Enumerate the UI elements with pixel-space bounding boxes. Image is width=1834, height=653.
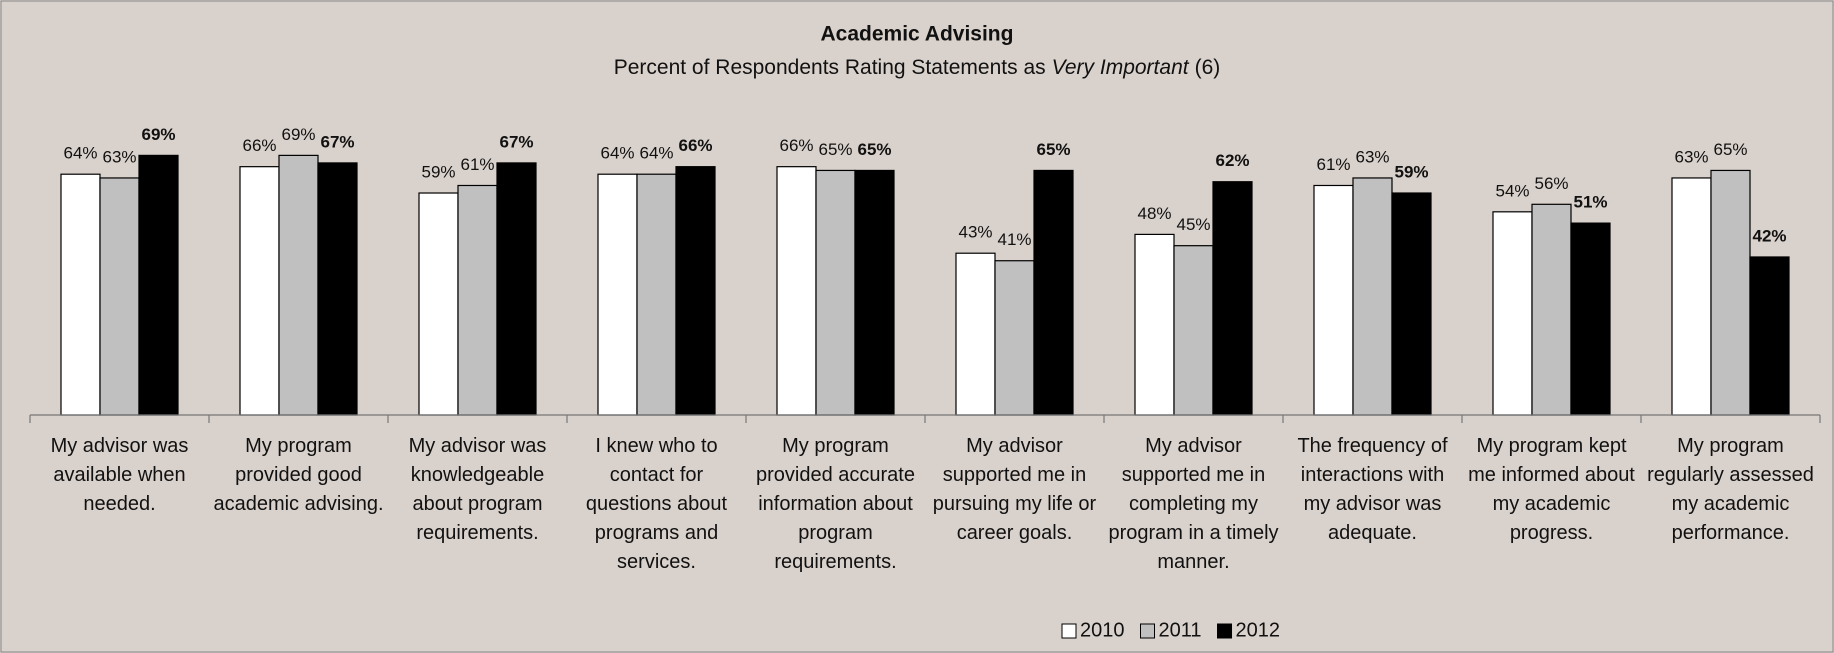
bar <box>636 173 677 416</box>
data-label: 64% <box>63 144 97 163</box>
bar <box>1391 192 1432 416</box>
chart-subtitle: Percent of Respondents Rating Statements… <box>614 56 1221 79</box>
bar <box>1531 203 1572 416</box>
bar <box>955 252 996 416</box>
legend-swatch <box>1061 623 1077 639</box>
x-tick-label: I knew who to contact for questions abou… <box>585 435 728 573</box>
data-label: 62% <box>1215 151 1249 170</box>
data-label: 45% <box>1176 215 1210 234</box>
x-tick-label: My program regularly assessed my academi… <box>1647 435 1814 544</box>
x-tick-label: My program provided accurate information… <box>756 435 915 573</box>
bar <box>278 154 319 416</box>
data-label: 66% <box>242 136 276 155</box>
data-label: 64% <box>600 144 634 163</box>
legend-swatch <box>1140 623 1155 639</box>
data-label: 63% <box>1355 147 1389 166</box>
data-label: 69% <box>141 125 175 144</box>
bar <box>776 166 817 416</box>
bar <box>1352 177 1393 416</box>
x-tick-label: My advisor supported me in pursuing my l… <box>932 435 1097 544</box>
bar <box>597 173 638 416</box>
data-label: 43% <box>958 223 992 242</box>
legend-label: 2010 <box>1080 619 1125 641</box>
data-label: 54% <box>1495 181 1529 200</box>
data-label: 65% <box>818 140 852 159</box>
data-label: 69% <box>281 125 315 144</box>
bar <box>496 162 537 416</box>
bar <box>1313 184 1354 416</box>
subtitle-part: Very Important <box>1052 56 1190 79</box>
data-label: 67% <box>320 132 354 151</box>
bar <box>1710 169 1751 416</box>
data-label: 65% <box>1036 140 1070 159</box>
bar <box>1492 211 1533 416</box>
bar <box>1212 181 1253 416</box>
chart-title: Academic Advising <box>821 23 1014 46</box>
data-label: 63% <box>1674 147 1708 166</box>
bar <box>1749 256 1790 416</box>
data-label: 64% <box>639 144 673 163</box>
data-label: 61% <box>1316 155 1350 174</box>
data-label: 63% <box>102 147 136 166</box>
bar <box>994 260 1035 416</box>
x-tick-label: The frequency of interactions with my ad… <box>1297 435 1448 544</box>
legend-swatch <box>1217 623 1233 639</box>
data-label: 65% <box>1713 140 1747 159</box>
data-label: 56% <box>1534 174 1568 193</box>
bar <box>457 184 498 416</box>
bar <box>1134 233 1175 416</box>
bar <box>418 192 459 416</box>
data-label: 51% <box>1573 193 1607 212</box>
data-label: 59% <box>1394 162 1428 181</box>
subtitle-part: Percent of Respondents Rating Statements… <box>614 56 1046 79</box>
data-label: 48% <box>1137 204 1171 223</box>
bar <box>138 154 179 416</box>
subtitle-part: (6) <box>1195 56 1221 79</box>
bar <box>815 169 856 416</box>
bar <box>1173 245 1214 416</box>
data-label: 66% <box>678 136 712 155</box>
data-label: 41% <box>997 230 1031 249</box>
bar <box>317 162 358 416</box>
data-label: 66% <box>779 136 813 155</box>
bar <box>854 169 895 416</box>
bar <box>1570 222 1611 416</box>
data-label: 59% <box>421 162 455 181</box>
bar <box>675 166 716 416</box>
data-label: 67% <box>499 132 533 151</box>
x-tick-label: My advisor was available when needed. <box>50 435 189 515</box>
x-tick-label: My advisor supported me in completing my… <box>1108 435 1279 573</box>
legend-label: 2011 <box>1159 619 1202 641</box>
x-tick-label: My advisor was knowledgeable about progr… <box>408 435 547 544</box>
bar <box>1671 177 1712 416</box>
data-label: 61% <box>460 155 494 174</box>
bar <box>1033 169 1074 416</box>
bar <box>239 166 280 416</box>
bar <box>60 173 101 416</box>
data-label: 42% <box>1752 226 1786 245</box>
bar <box>99 177 140 416</box>
legend-label: 2012 <box>1236 619 1281 641</box>
x-tick-label: My program kept me informed about my aca… <box>1468 435 1635 544</box>
data-label: 65% <box>857 140 891 159</box>
x-tick-label: My program provided good academic advisi… <box>213 435 384 515</box>
